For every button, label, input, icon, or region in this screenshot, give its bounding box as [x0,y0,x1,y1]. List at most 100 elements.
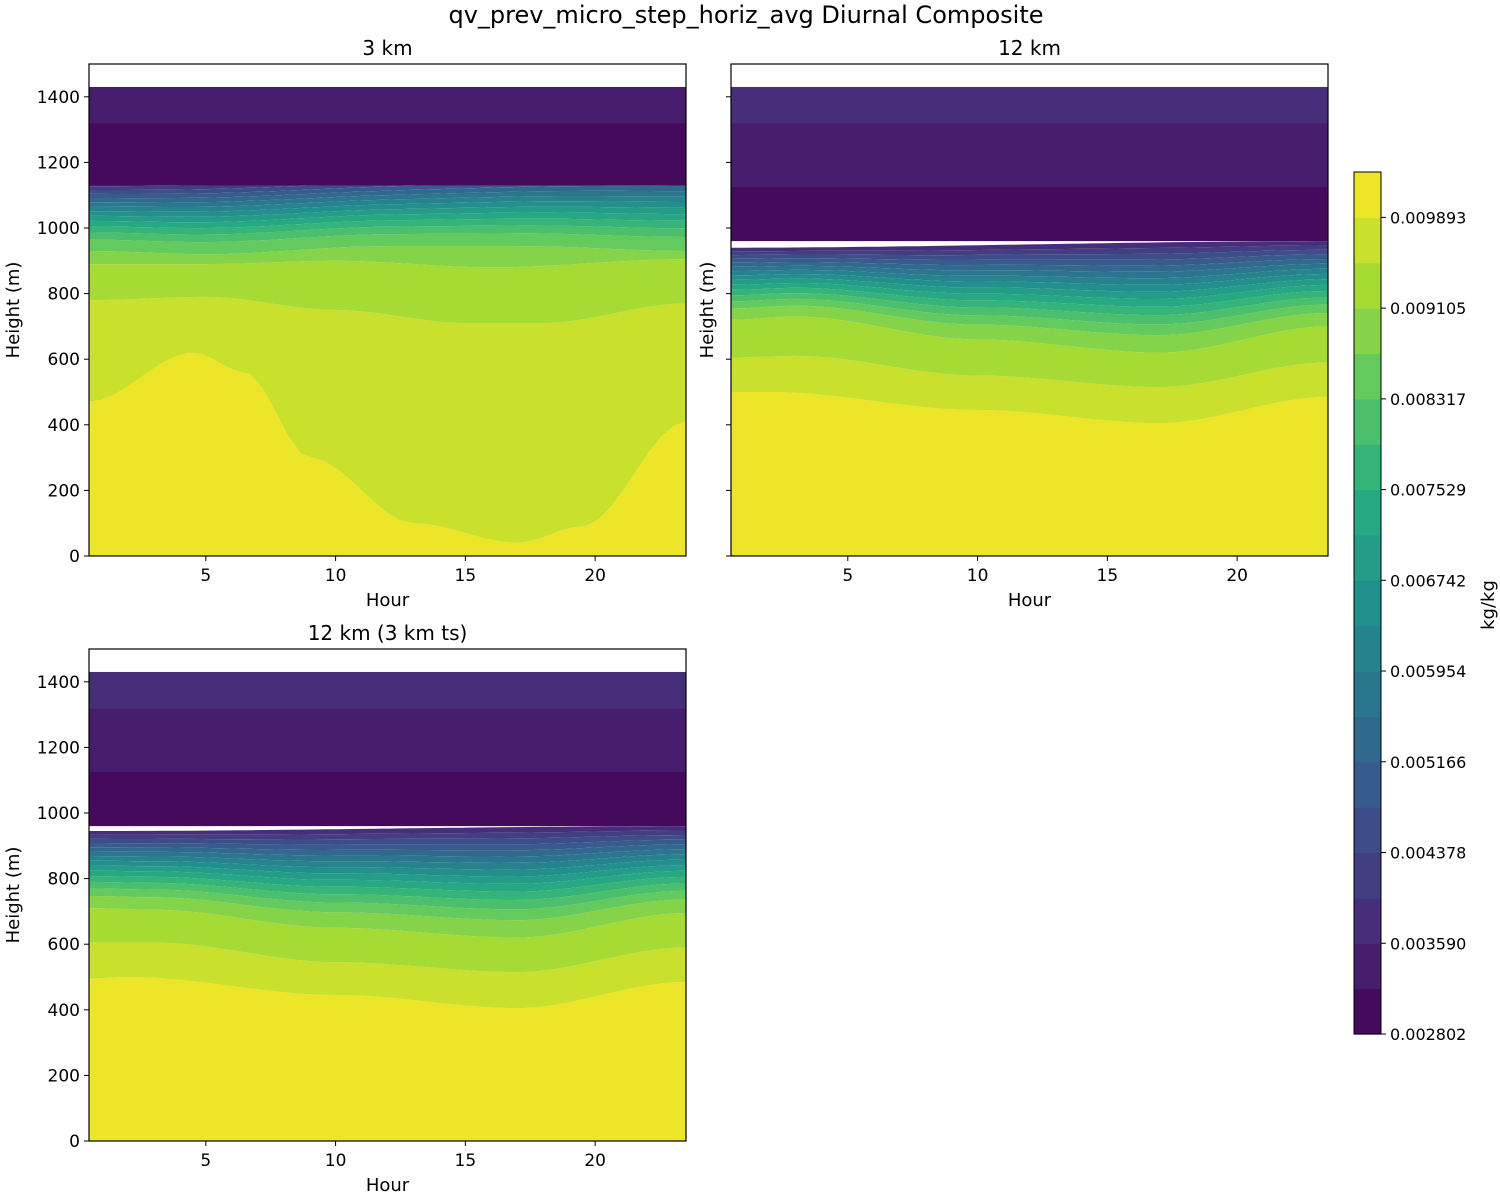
x-tick-label: 10 [967,566,989,586]
y-tick-label: 400 [48,1001,80,1021]
band-3 [89,896,686,938]
band-14 [731,249,1328,260]
y-tick-label: 1400 [37,673,80,693]
y-tick-label: 400 [48,416,80,436]
y-tick-label: 800 [48,870,80,890]
colorbar-tick-label: 0.008317 [1390,390,1466,409]
y-tick-label: 600 [48,350,80,370]
x-tick-label: 15 [1097,566,1119,586]
x-tick-label: 15 [455,1151,477,1171]
y-tick-label: 200 [48,481,80,501]
colorbar-tick-label: 0.004378 [1390,844,1466,863]
colorbar-tick-label: 0.006742 [1390,571,1466,590]
band-1 [731,355,1328,424]
band-10 [89,196,686,212]
x-tick-label: 20 [1226,566,1248,586]
y-tick-label: 1200 [37,738,80,758]
band-0 [89,352,686,556]
contour-field [89,671,686,1141]
colorbar-label: kg/kg [1478,580,1499,630]
x-tick-label: 20 [584,1151,606,1171]
x-tick-label: 10 [325,1151,347,1171]
panel-1: 3 km 5 10 15 20 Hour 0 200 400 600 800 1000 1200 1400… [3,36,687,611]
colorbar-segment [1354,172,1381,218]
band-7 [731,283,1328,307]
y-axis-label: Height (m) [3,262,24,359]
band-5 [89,881,686,910]
band-16 [89,826,686,835]
band-3 [89,246,686,268]
band-11 [731,263,1328,279]
colorbar-tick-label: 0.002802 [1390,1025,1466,1044]
upper-band-1 [731,123,1328,187]
x-tick-label: 10 [325,566,347,586]
y-tick-label: 1400 [37,88,80,108]
colorbar-segment [1354,852,1381,899]
band-5 [731,293,1328,325]
colorbar-segment [1354,988,1381,1035]
x-tick-label: 5 [200,566,211,586]
panel-title: 3 km [362,36,412,60]
upper-band-2 [731,86,1328,124]
figure-title: qv_prev_micro_step_horiz_avg Diurnal Com… [448,1,1043,29]
colorbar-segment [1354,671,1381,718]
band-7 [89,212,686,229]
colorbar-tick-label: 0.007529 [1390,481,1466,500]
y-tick-label: 600 [48,935,80,955]
band-4 [731,298,1328,336]
colorbar-segment [1354,262,1381,309]
upper-band-1 [89,708,686,772]
y-axis-label: Height (m) [3,847,24,944]
colorbar-segment [1354,308,1381,355]
upper-band-2 [89,671,686,709]
band-16 [731,241,1328,252]
band-2 [731,316,1328,388]
colorbar-segment [1354,534,1381,581]
band-4 [89,233,686,255]
upper-band-0 [731,187,1328,242]
band-3 [731,305,1328,353]
band-2 [89,908,686,973]
band-9 [731,273,1328,292]
y-axis-label: Height (m) [697,262,718,359]
x-tick-label: 5 [200,1151,211,1171]
colorbar-segment [1354,489,1381,536]
y-tick-label: 1000 [37,219,80,239]
band-14 [89,835,686,845]
colorbar-segment [1354,897,1381,944]
band-9 [89,859,686,877]
band-12 [89,185,686,203]
upper-band-1 [89,86,686,124]
colorbar-tick-label: 0.003590 [1390,934,1466,953]
band-6 [731,287,1328,316]
band-8 [89,865,686,884]
y-tick-label: 0 [69,1132,80,1152]
colorbar-segment [1354,353,1381,400]
colorbar-tick-label: 0.009893 [1390,208,1466,227]
band-1 [89,942,686,1009]
band-11 [89,190,686,207]
y-tick-label: 1200 [37,153,80,173]
band-9 [89,201,686,217]
band-11 [89,849,686,863]
colorbar-tick-label: 0.005954 [1390,662,1466,681]
panel-2: 12 km 5 10 15 20 Hour Height (m) [697,36,1329,611]
x-axis-label: Hour [366,1175,410,1196]
axes-frame [88,63,687,557]
band-10 [731,268,1328,285]
band-0 [731,392,1328,556]
x-axis-label: Hour [1008,590,1052,611]
colorbar-segment [1354,761,1381,808]
x-tick-label: 15 [455,566,477,586]
band-12 [89,844,686,857]
contour-field [731,86,1328,556]
upper-band-0 [89,772,686,827]
band-8 [731,278,1328,299]
y-tick-label: 0 [69,547,80,567]
colorbar-segment [1354,580,1381,627]
colorbar-segment [1354,716,1381,763]
band-6 [89,876,686,900]
y-tick-label: 200 [48,1066,80,1086]
band-6 [89,218,686,235]
colorbar: 0.009893 0.009105 0.008317 0.007529 0.006742… [1353,171,1466,1044]
